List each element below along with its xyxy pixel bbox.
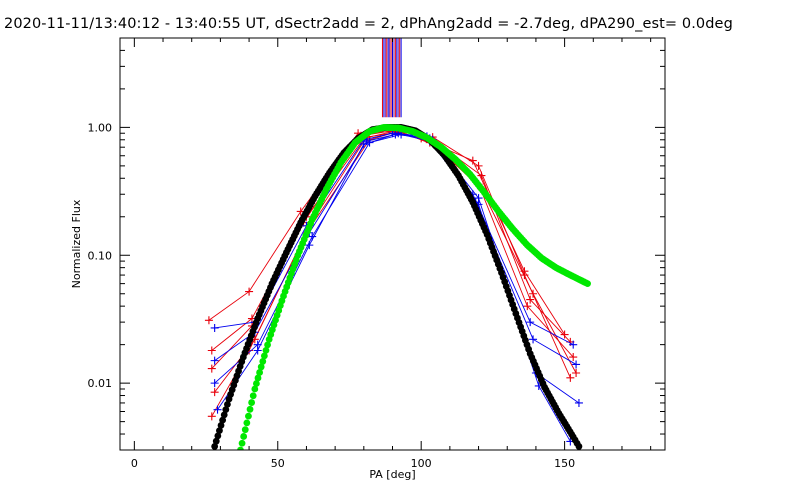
model-dot-model-black xyxy=(224,400,231,408)
model-dot-model-green xyxy=(243,419,251,427)
model-dot-model-black xyxy=(220,411,228,419)
series-line-red-4 xyxy=(214,131,577,393)
data-point-red-1 xyxy=(560,330,569,339)
x-tick-label: 50 xyxy=(271,457,285,470)
x-tick-label: 0 xyxy=(131,457,138,470)
data-point-blue-2 xyxy=(210,356,219,365)
data-point-red-3 xyxy=(207,364,216,373)
data-point-red-3 xyxy=(569,353,578,362)
model-dot-model-black xyxy=(217,421,225,429)
model-dot-model-black xyxy=(216,427,223,435)
series-layer xyxy=(204,38,591,450)
data-point-blue-3 xyxy=(574,398,583,407)
model-dot-model-green xyxy=(260,352,268,360)
chart-title: 2020-11-11/13:40:12 - 13:40:55 UT, dSect… xyxy=(4,16,733,32)
model-curve-model-green xyxy=(237,123,591,450)
model-dot-model-black xyxy=(212,437,220,445)
series-line-red-5 xyxy=(211,129,571,417)
y-tick-label: 0.01 xyxy=(88,377,113,390)
model-dot-model-green xyxy=(240,433,248,440)
y-axis-label: Normalized Flux xyxy=(70,199,83,288)
x-tick-label: 150 xyxy=(554,457,575,470)
data-point-red-3 xyxy=(523,302,532,311)
model-dot-model-green xyxy=(584,280,591,288)
data-point-blue-1 xyxy=(210,323,219,332)
model-dot-model-green xyxy=(259,358,267,365)
model-dot-model-green xyxy=(245,412,252,420)
model-dot-model-green xyxy=(251,385,259,393)
data-point-blue-4 xyxy=(253,346,262,355)
data-point-blue-1 xyxy=(569,340,578,349)
x-tick-label: 100 xyxy=(411,457,432,470)
model-dot-model-green xyxy=(264,341,271,349)
model-dot-model-black xyxy=(211,443,219,450)
model-dot-model-green xyxy=(237,446,244,450)
y-tick-label: 0.10 xyxy=(88,249,113,262)
data-point-blue-2 xyxy=(572,360,581,369)
model-dot-model-black xyxy=(222,406,230,414)
plot-frame xyxy=(119,37,666,451)
model-dot-model-green xyxy=(238,439,246,447)
data-point-blue-2 xyxy=(529,335,538,344)
model-dot-model-black xyxy=(214,432,222,440)
data-point-red-4 xyxy=(210,388,219,397)
model-dot-model-green xyxy=(262,346,270,354)
data-point-red-1 xyxy=(204,316,213,325)
data-point-red-5 xyxy=(566,373,575,382)
data-point-red-5 xyxy=(474,161,483,170)
data-point-red-2 xyxy=(207,346,216,355)
model-dot-model-black xyxy=(575,443,583,450)
model-dot-model-green xyxy=(249,392,257,400)
data-point-blue-4 xyxy=(213,405,222,414)
model-dot-model-green xyxy=(241,426,249,434)
model-dot-model-green xyxy=(248,399,256,406)
data-point-blue-1 xyxy=(526,318,535,327)
data-point-red-5 xyxy=(207,412,216,421)
data-point-blue-4 xyxy=(305,241,314,250)
model-curve-model-black xyxy=(211,123,583,450)
data-point-red-1 xyxy=(245,287,254,296)
x-axis-label: PA [deg] xyxy=(369,468,415,481)
data-point-red-4 xyxy=(572,369,581,378)
data-point-blue-4 xyxy=(359,140,368,149)
axes-layer: 0 50 100 150 0.01 0.10 1.00 xyxy=(88,37,665,470)
model-dot-model-green xyxy=(257,363,265,371)
data-point-red-5 xyxy=(520,271,529,280)
y-tick-label: 1.00 xyxy=(88,121,113,134)
data-point-blue-3 xyxy=(210,379,219,388)
model-dot-model-green xyxy=(253,380,260,387)
model-dot-model-green xyxy=(246,405,254,413)
model-dot-model-black xyxy=(219,416,227,424)
model-dot-model-green xyxy=(256,369,263,376)
data-point-red-2 xyxy=(526,295,535,304)
model-dot-model-green xyxy=(254,374,262,382)
